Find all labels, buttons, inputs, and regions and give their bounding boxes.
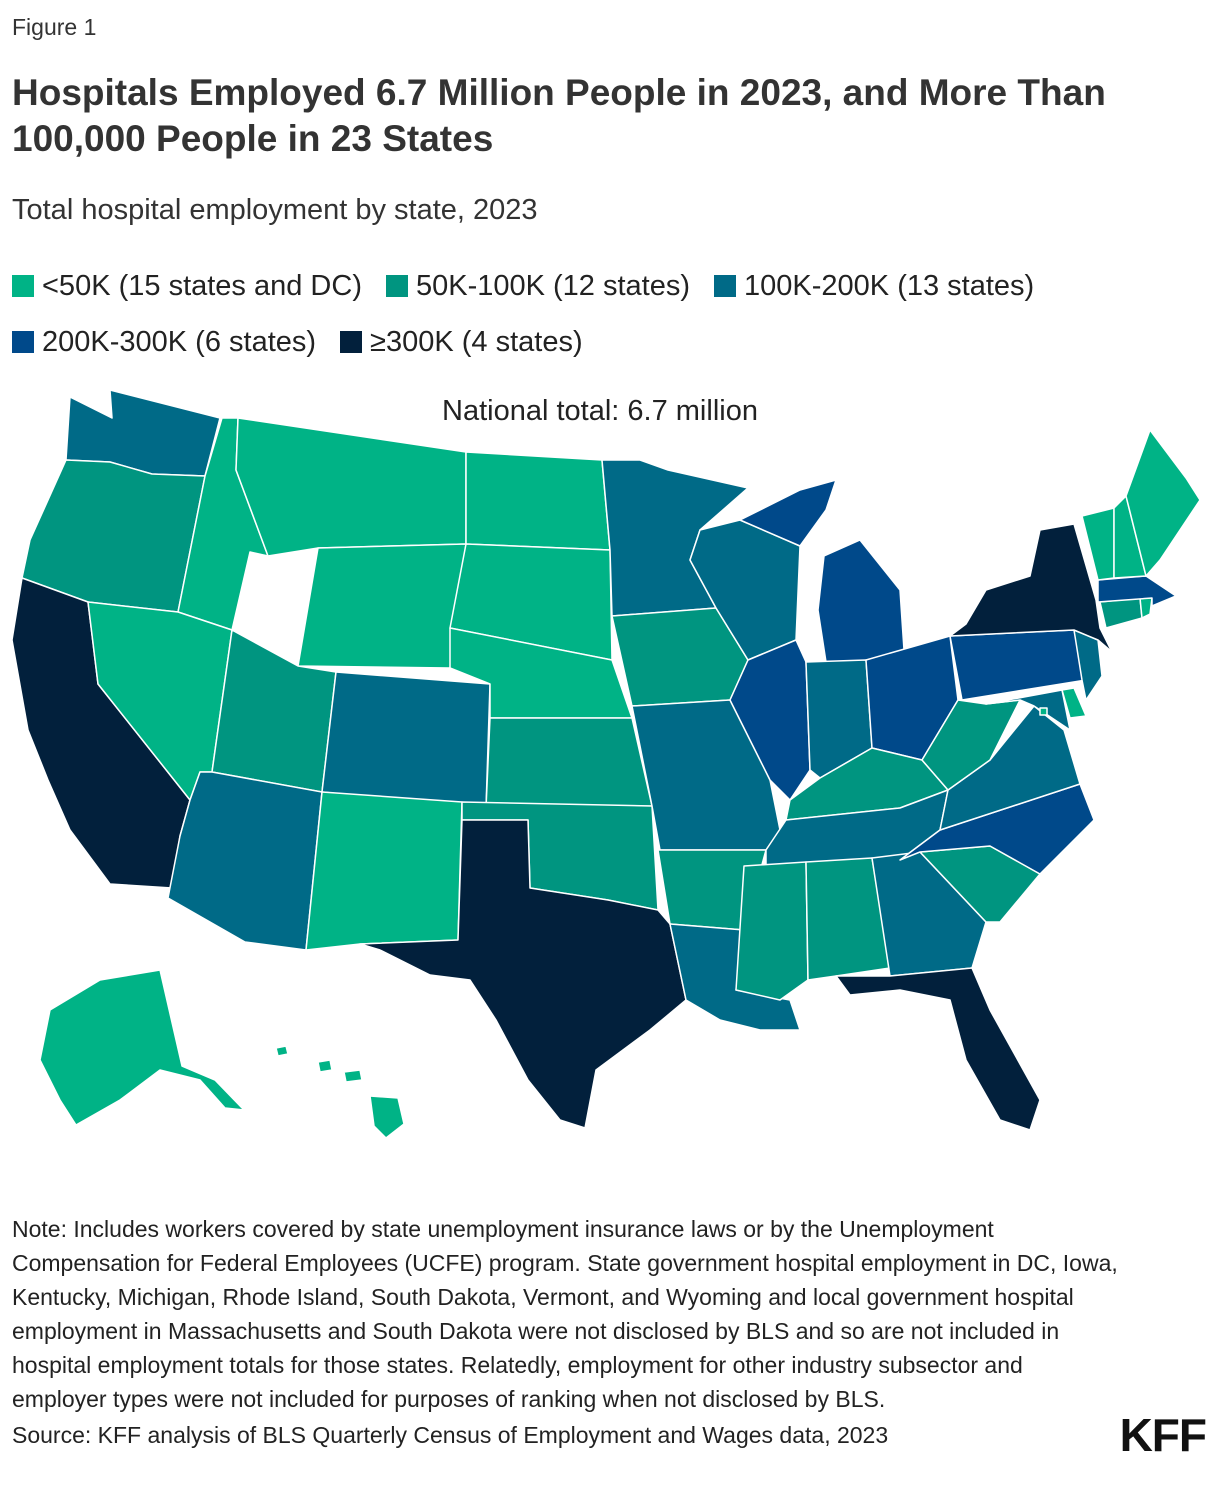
legend-swatch xyxy=(12,275,34,297)
state-NM[interactable] xyxy=(305,791,463,951)
state-ME[interactable] xyxy=(1125,429,1201,577)
state-CO[interactable] xyxy=(321,671,491,809)
legend-item-100k-200k[interactable]: 100K-200K (13 states) xyxy=(714,266,1034,306)
kff-logo: KFF xyxy=(1119,1409,1207,1461)
chart-source: Source: KFF analysis of BLS Quarterly Ce… xyxy=(12,1422,889,1448)
state-MS[interactable] xyxy=(735,861,809,1001)
legend-label: ≥300K (4 states) xyxy=(370,325,583,358)
chart-title: Hospitals Employed 6.7 Million People in… xyxy=(12,72,1106,159)
national-total-label: National total: 6.7 million xyxy=(442,395,758,427)
state-DE[interactable] xyxy=(1061,687,1087,719)
legend-swatch xyxy=(385,275,408,297)
legend: <50K (15 states and DC) 50K-100K (12 sta… xyxy=(12,266,1212,362)
legend-item-200k-300k[interactable]: 200K-300K (6 states) xyxy=(12,322,316,362)
chart-subtitle: Total hospital employment by state, 2023 xyxy=(12,194,538,226)
legend-swatch xyxy=(340,331,363,353)
state-AZ[interactable] xyxy=(167,771,323,951)
state-MT[interactable] xyxy=(235,417,467,557)
state-AK[interactable] xyxy=(39,969,245,1126)
state-ND[interactable] xyxy=(465,451,611,551)
state-WY[interactable] xyxy=(297,543,467,669)
legend-swatch xyxy=(714,275,737,297)
legend-label: 100K-200K (13 states) xyxy=(744,269,1035,302)
legend-item-50k-100k[interactable]: 50K-100K (12 states) xyxy=(385,266,691,306)
legend-item-300k-plus[interactable]: ≥300K (4 states) xyxy=(340,322,583,362)
state-FL[interactable] xyxy=(835,967,1041,1131)
legend-item-under-50k[interactable]: <50K (15 states and DC) xyxy=(12,266,362,306)
state-IL[interactable] xyxy=(729,639,811,801)
state-TX[interactable] xyxy=(359,819,687,1129)
state-CT[interactable] xyxy=(1099,597,1143,629)
state-MD[interactable] xyxy=(985,689,1071,731)
state-HI[interactable] xyxy=(275,1045,405,1139)
chart-note: Note: Includes workers covered by state … xyxy=(12,1216,1118,1412)
legend-label: <50K (15 states and DC) xyxy=(42,269,362,302)
us-map: National total: 6.7 million xyxy=(11,389,1201,1139)
state-RI[interactable] xyxy=(1139,597,1153,619)
state-KS[interactable] xyxy=(485,717,653,809)
figure-label: Figure 1 xyxy=(12,14,97,40)
legend-label: 200K-300K (6 states) xyxy=(42,325,317,358)
state-AL[interactable] xyxy=(805,857,891,981)
state-DC[interactable] xyxy=(1039,707,1048,716)
legend-swatch xyxy=(12,331,34,353)
legend-label: 50K-100K (12 states) xyxy=(415,269,691,302)
state-NY[interactable] xyxy=(949,523,1113,653)
